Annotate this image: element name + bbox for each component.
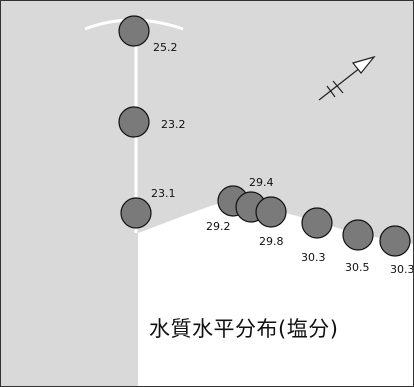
station-label: 29.2 [206,220,231,233]
station-label: 30.3 [301,251,326,264]
station-marker [120,197,152,229]
station-marker [255,196,287,228]
station-marker [342,219,374,251]
station-label: 30.3 [390,263,413,276]
station-2: 23.2 [118,106,186,138]
station-label: 30.5 [345,261,370,274]
station-marker [301,207,333,239]
water-area [138,201,413,386]
stations-layer: 25.2 23.2 23.1 29.2 29.4 29.8 30.3 30.5 30.3 [118,15,413,276]
station-label: 25.2 [153,41,178,54]
station-1: 25.2 [118,15,178,54]
station-marker [118,15,150,47]
station-label: 23.2 [161,118,186,131]
north-arrow-icon [318,55,376,101]
map-title: 水質水平分布(塩分) [149,317,339,341]
station-9: 30.3 [379,225,413,276]
station-7: 30.3 [301,207,333,264]
station-8: 30.5 [342,219,374,274]
station-marker [118,106,150,138]
station-label: 23.1 [151,187,176,200]
station-marker [379,225,411,257]
station-label: 29.4 [249,176,274,189]
station-6: 29.8 [255,196,287,248]
station-label: 29.8 [259,235,284,248]
station-3: 23.1 [120,187,176,229]
